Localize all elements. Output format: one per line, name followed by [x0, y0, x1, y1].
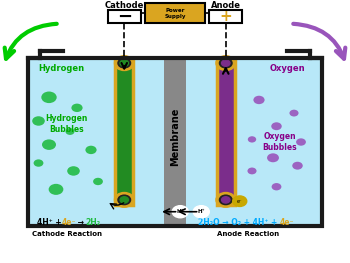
- Text: 4e⁻: 4e⁻: [280, 218, 294, 227]
- Circle shape: [114, 193, 134, 207]
- Text: Cathode: Cathode: [105, 1, 144, 10]
- Circle shape: [272, 183, 281, 190]
- Circle shape: [219, 58, 232, 68]
- Text: Cathode Reaction: Cathode Reaction: [32, 231, 102, 237]
- Circle shape: [247, 168, 257, 174]
- Bar: [28, 58, 322, 226]
- Circle shape: [172, 206, 188, 218]
- Circle shape: [271, 122, 282, 130]
- Circle shape: [253, 96, 265, 104]
- Circle shape: [85, 146, 97, 154]
- Circle shape: [120, 197, 128, 203]
- Circle shape: [233, 196, 247, 206]
- Bar: [164, 58, 186, 226]
- Text: Hydrogen
Bubbles: Hydrogen Bubbles: [45, 114, 88, 134]
- Text: e⁻: e⁻: [237, 199, 243, 204]
- Text: →: →: [75, 218, 87, 227]
- Text: 4H⁺ +: 4H⁺ +: [37, 218, 64, 227]
- Bar: [217, 58, 234, 205]
- Text: +: +: [219, 9, 232, 24]
- Text: H⁺: H⁺: [197, 209, 205, 214]
- Circle shape: [292, 162, 303, 170]
- Circle shape: [65, 128, 75, 135]
- Circle shape: [120, 60, 128, 66]
- Circle shape: [118, 58, 131, 68]
- FancyBboxPatch shape: [209, 10, 242, 23]
- Text: Oxygen
Bubbles: Oxygen Bubbles: [263, 132, 297, 152]
- Text: Anode Reaction: Anode Reaction: [217, 231, 280, 237]
- Circle shape: [49, 184, 63, 195]
- Circle shape: [42, 139, 56, 150]
- Text: Power
Supply: Power Supply: [164, 8, 186, 19]
- Bar: [116, 58, 133, 205]
- Circle shape: [114, 56, 134, 70]
- Text: H⁺: H⁺: [176, 209, 184, 214]
- Circle shape: [289, 110, 299, 117]
- Circle shape: [248, 136, 256, 143]
- FancyBboxPatch shape: [145, 3, 205, 23]
- Circle shape: [93, 178, 103, 185]
- Text: Hydrogen: Hydrogen: [38, 64, 84, 73]
- Text: Anode: Anode: [211, 1, 241, 10]
- Text: Oxygen: Oxygen: [269, 64, 305, 73]
- Text: 2H₂O → O₂ + 4H⁺ +: 2H₂O → O₂ + 4H⁺ +: [198, 218, 280, 227]
- Circle shape: [34, 159, 43, 167]
- Text: −: −: [117, 8, 132, 26]
- Bar: [28, 58, 322, 226]
- FancyBboxPatch shape: [108, 10, 141, 23]
- Circle shape: [216, 193, 236, 207]
- Circle shape: [71, 104, 83, 112]
- Text: Membrane: Membrane: [170, 108, 180, 166]
- Circle shape: [67, 166, 80, 176]
- Circle shape: [118, 195, 131, 205]
- Circle shape: [219, 195, 232, 205]
- Circle shape: [193, 206, 209, 218]
- Circle shape: [41, 92, 57, 103]
- Circle shape: [222, 197, 230, 203]
- Circle shape: [222, 60, 230, 66]
- Circle shape: [32, 116, 45, 126]
- Circle shape: [216, 56, 236, 70]
- Text: 4e⁻: 4e⁻: [61, 218, 76, 227]
- Circle shape: [267, 153, 279, 162]
- Text: 2H₂: 2H₂: [86, 218, 101, 227]
- Circle shape: [296, 138, 306, 146]
